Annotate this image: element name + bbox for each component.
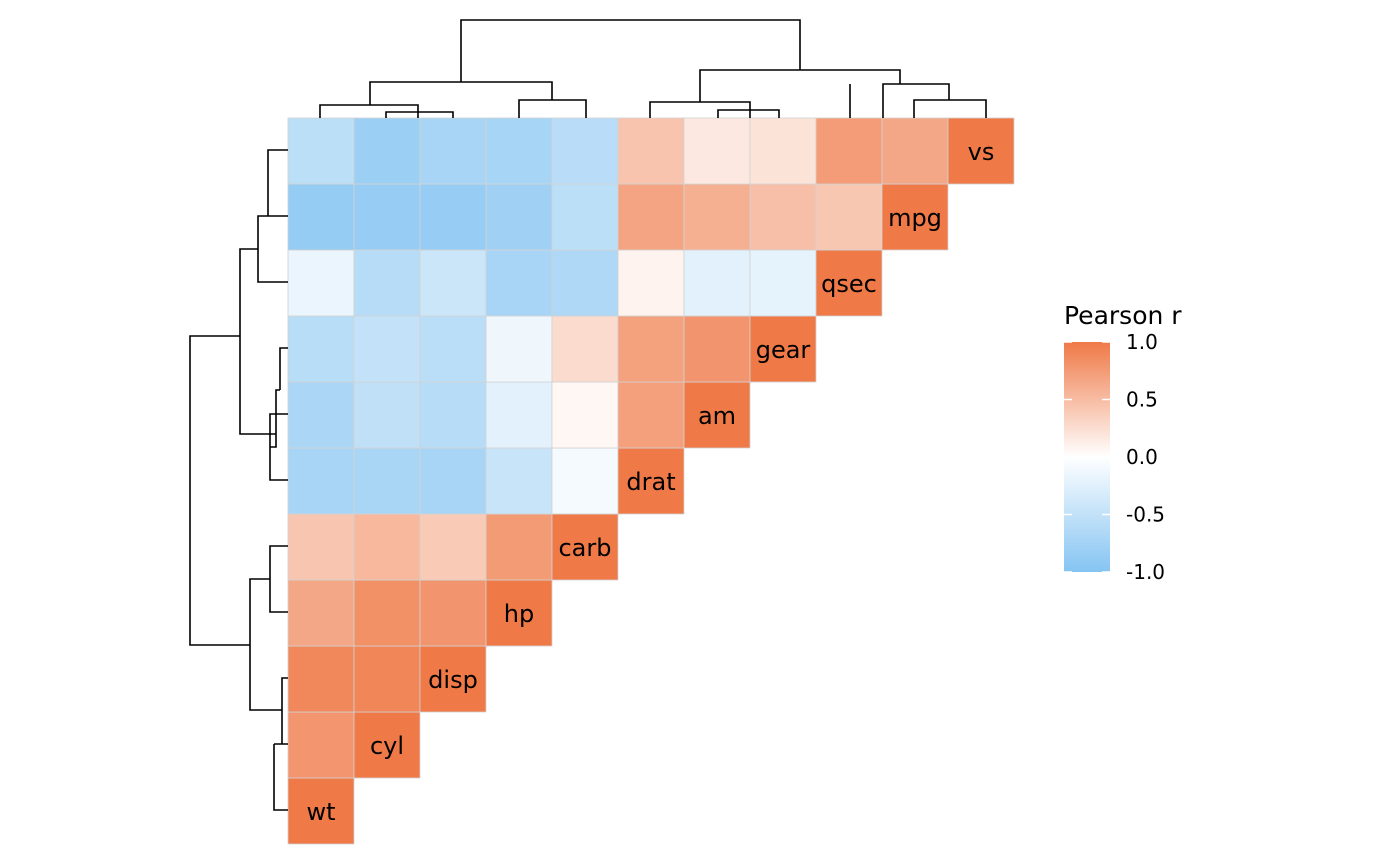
variable-label-hp: hp [504,600,534,628]
heatmap-cell-hp-cyl [353,579,421,647]
heatmap-cell-qsec-disp [419,249,487,317]
heatmap-cell-vs-vs [947,117,1015,185]
legend-tick-label: 0.0 [1126,445,1158,469]
heatmap-cell-vs-cyl [353,117,421,185]
heatmap-cell-am-am [683,381,751,449]
heatmap-cell-am-hp [485,381,553,449]
heatmap-cell-mpg-am [683,183,751,251]
heatmap-cell-mpg-cyl [353,183,421,251]
heatmap-cell-disp-disp [419,645,487,713]
heatmap-cell-qsec-gear [749,249,817,317]
heatmap-cell-qsec-drat [617,249,685,317]
heatmap-cell-gear-disp [419,315,487,383]
heatmap-cell-gear-hp [485,315,553,383]
heatmap-cells [287,117,1015,845]
heatmap-cell-gear-am [683,315,751,383]
variable-label-vs: vs [968,138,995,166]
variable-label-qsec: qsec [821,270,877,298]
heatmap-cell-carb-wt [287,513,355,581]
heatmap-cell-qsec-carb [551,249,619,317]
legend-title: Pearson r [1064,301,1182,330]
variable-label-cyl: cyl [370,732,404,760]
heatmap-cell-am-disp [419,381,487,449]
top-dendrogram [319,19,987,118]
heatmap-cell-am-cyl [353,381,421,449]
legend-tick-label: -1.0 [1126,560,1165,584]
heatmap-cell-gear-carb [551,315,619,383]
heatmap-cell-vs-drat [617,117,685,185]
variable-label-mpg: mpg [888,204,942,232]
heatmap-cell-vs-am [683,117,751,185]
heatmap-cell-mpg-gear [749,183,817,251]
heatmap-cell-drat-cyl [353,447,421,515]
legend-tick-label: 0.5 [1126,388,1158,412]
heatmap-cell-gear-gear [749,315,817,383]
heatmap-cell-qsec-hp [485,249,553,317]
heatmap-cell-vs-disp [419,117,487,185]
heatmap-cell-vs-carb [551,117,619,185]
variable-label-am: am [698,402,736,430]
variable-label-gear: gear [756,336,811,364]
heatmap-cell-am-drat [617,381,685,449]
heatmap-cell-mpg-hp [485,183,553,251]
heatmap-cell-am-wt [287,381,355,449]
diagonal-labels: wt cyl disp hp carb drat am gear qsec mpg vs [306,138,994,826]
heatmap-cell-mpg-wt [287,183,355,251]
heatmap-cell-wt-wt [287,777,355,845]
heatmap-cell-carb-carb [551,513,619,581]
heatmap-cell-vs-gear [749,117,817,185]
heatmap-cell-vs-qsec [815,117,883,185]
legend-tick-label: -0.5 [1126,503,1165,527]
color-legend: Pearson r 1.0 0.5 0.0 -0.5 -1.0 [1064,301,1182,584]
heatmap-cell-mpg-drat [617,183,685,251]
variable-label-drat: drat [626,468,675,496]
heatmap-cell-mpg-carb [551,183,619,251]
legend-tick-label: 1.0 [1126,330,1158,354]
variable-label-disp: disp [428,666,478,694]
heatmap-cell-gear-cyl [353,315,421,383]
heatmap-cell-carb-hp [485,513,553,581]
heatmap-cell-drat-drat [617,447,685,515]
heatmap-cell-carb-cyl [353,513,421,581]
heatmap-cell-disp-wt [287,645,355,713]
heatmap-cell-mpg-mpg [881,183,949,251]
heatmap-cell-qsec-wt [287,249,355,317]
dendrogram-branch [319,19,987,118]
heatmap-cell-hp-hp [485,579,553,647]
heatmap-cell-vs-hp [485,117,553,185]
heatmap-cell-carb-disp [419,513,487,581]
heatmap-cell-hp-disp [419,579,487,647]
heatmap-cell-mpg-disp [419,183,487,251]
heatmap-cell-vs-wt [287,117,355,185]
heatmap-cell-gear-drat [617,315,685,383]
heatmap-cell-mpg-qsec [815,183,883,251]
heatmap-cell-drat-carb [551,447,619,515]
heatmap-cell-gear-wt [287,315,355,383]
variable-label-carb: carb [558,534,611,562]
variable-label-wt: wt [306,798,335,826]
heatmap-cell-disp-cyl [353,645,421,713]
heatmap-cell-qsec-cyl [353,249,421,317]
left-dendrogram [189,149,288,811]
heatmap-cell-hp-wt [287,579,355,647]
heatmap-cell-vs-mpg [881,117,949,185]
heatmap-cell-drat-disp [419,447,487,515]
dendrogram-branch [189,149,288,811]
heatmap-cell-qsec-am [683,249,751,317]
heatmap-cell-qsec-qsec [815,249,883,317]
legend-ticks: 1.0 0.5 0.0 -0.5 -1.0 [1064,330,1165,584]
heatmap-cell-drat-wt [287,447,355,515]
heatmap-cell-drat-hp [485,447,553,515]
heatmap-cell-am-carb [551,381,619,449]
heatmap-cell-cyl-wt [287,711,355,779]
